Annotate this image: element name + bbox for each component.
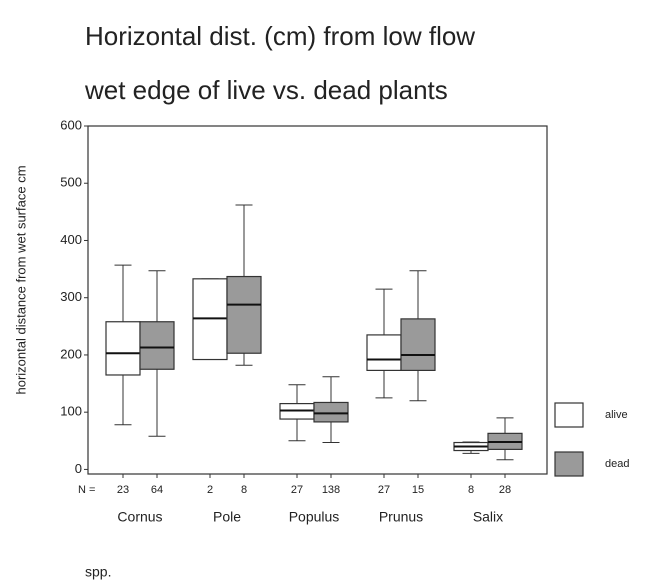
n-count: 64 <box>151 484 163 496</box>
chart-title: Horizontal dist. (cm) from low flow <box>85 21 475 51</box>
x-tick-label: Populus <box>289 509 340 525</box>
legend-swatch <box>554 402 584 428</box>
legend-label: alive <box>605 409 628 421</box>
n-count: 27 <box>378 484 390 496</box>
chart-title: wet edge of live vs. dead plants <box>84 75 448 105</box>
box <box>105 321 141 376</box>
y-tick-label: 500 <box>60 175 82 190</box>
x-tick-label: Salix <box>473 509 503 525</box>
n-label: N = <box>78 484 95 496</box>
n-count: 8 <box>241 484 247 496</box>
box <box>313 401 349 423</box>
y-axis-label: horizontal distance from wet surface cm <box>13 165 28 394</box>
y-tick-label: 0 <box>75 461 82 476</box>
n-count: 28 <box>499 484 511 496</box>
box <box>226 275 262 354</box>
legend-label: dead <box>605 458 629 470</box>
x-tick-label: Pole <box>213 509 241 525</box>
n-count: 27 <box>291 484 303 496</box>
x-tick-label: Prunus <box>379 509 423 525</box>
box <box>139 321 175 370</box>
y-tick-label: 600 <box>60 117 82 132</box>
n-count: 8 <box>468 484 474 496</box>
n-count: 15 <box>412 484 424 496</box>
y-tick-label: 300 <box>60 289 82 304</box>
n-count: 2 <box>207 484 213 496</box>
legend-swatch <box>554 451 584 477</box>
y-tick-label: 200 <box>60 346 82 361</box>
n-count: 23 <box>117 484 129 496</box>
n-count: 138 <box>322 484 340 496</box>
x-tick-label: Cornus <box>117 509 162 525</box>
x-axis-label: spp. <box>85 564 111 580</box>
y-tick-label: 400 <box>60 232 82 247</box>
plot-frame <box>87 125 548 475</box>
box <box>400 318 436 372</box>
y-tick-label: 100 <box>60 404 82 419</box>
box <box>366 334 402 372</box>
